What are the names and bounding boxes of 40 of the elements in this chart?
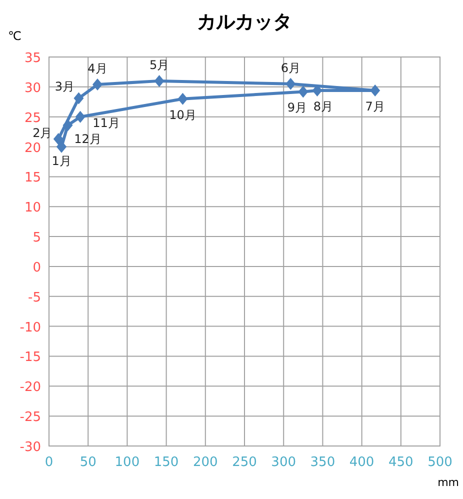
annotation: 8月: [313, 100, 334, 114]
annotation: 2月: [32, 126, 52, 140]
x-tick-label: 500: [428, 455, 452, 470]
y-tick-label: -5: [28, 290, 41, 306]
y-tick-label: 0: [32, 260, 41, 276]
annotation: 9月: [287, 100, 307, 115]
annotation: 5月: [149, 58, 170, 72]
y-tick-label: 5: [32, 230, 41, 246]
y-tick-label: 35: [24, 51, 41, 66]
x-tick-label: 0: [44, 455, 54, 470]
x-tick-label: 400: [349, 455, 374, 470]
x-tick-label: 250: [232, 455, 257, 470]
annotation: 1月: [52, 154, 72, 168]
y-tick-label: 25: [24, 110, 41, 126]
y-tick-label: -20: [20, 380, 41, 396]
annotation: 7月: [365, 100, 385, 114]
y-tick-label: 15: [24, 170, 41, 186]
y-tick-label: -10: [20, 320, 41, 336]
annotation: 10月: [169, 108, 196, 122]
x-tick-label: 50: [80, 455, 96, 470]
y-tick-label: -30: [20, 440, 41, 455]
annotation: 6月: [280, 60, 300, 75]
y-tick-label: 20: [24, 140, 41, 156]
x-axis-title: mm: [438, 476, 459, 489]
x-tick-label: 300: [271, 455, 296, 470]
x-tick-label: 100: [114, 455, 140, 470]
annotation: 4月: [88, 62, 108, 76]
annotation: 12月: [74, 132, 102, 146]
y-tick-label: -15: [20, 350, 41, 366]
chart-title: カルカッタ: [197, 11, 292, 33]
y-tick-label: 30: [24, 80, 41, 96]
annotation: 11月: [92, 116, 120, 130]
x-tick-label: 350: [310, 455, 336, 470]
x-tick-label: 450: [388, 455, 414, 470]
y-tick-label: -25: [20, 410, 41, 426]
x-tick-label: 150: [154, 455, 179, 470]
y-axis-title: ℃: [8, 29, 22, 43]
x-tick-label: 200: [192, 455, 218, 470]
y-tick-label: 10: [24, 200, 41, 216]
annotation: 3月: [54, 79, 75, 94]
